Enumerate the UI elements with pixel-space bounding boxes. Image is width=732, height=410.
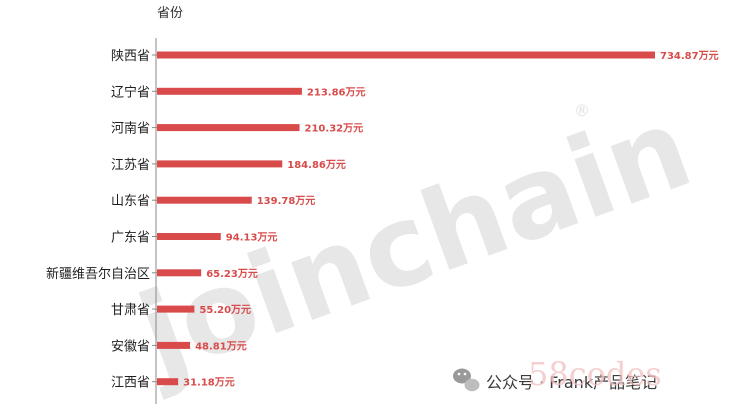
category-label: 新疆维吾尔自治区	[46, 266, 150, 282]
value-labels: 734.87万元 213.86万元 210.32万元 184.86万元 139.78万元…	[183, 50, 718, 389]
value-label: 48.81万元	[195, 340, 247, 352]
bar	[157, 341, 191, 349]
category-label: 河南省	[111, 121, 150, 137]
bar	[157, 378, 179, 386]
site-watermark: 58codes	[528, 355, 662, 393]
value-label: 213.86万元	[307, 86, 366, 98]
bar	[157, 269, 202, 277]
bar	[157, 233, 221, 240]
value-label: 55.20万元	[199, 304, 251, 316]
value-label: 94.13万元	[226, 232, 278, 244]
category-label: 安徽省	[111, 339, 150, 354]
category-label: 广东省	[111, 231, 150, 246]
bar	[157, 305, 195, 313]
bars-layer	[157, 51, 655, 386]
bar	[157, 196, 252, 204]
value-label: 184.86万元	[287, 159, 346, 171]
category-label: 江苏省	[111, 157, 150, 173]
account-watermark: 公众号 · Frank产品笔记	[453, 368, 657, 392]
category-label: 辽宁省	[111, 84, 150, 100]
bar	[157, 51, 655, 59]
category-label: 陕西省	[111, 49, 150, 64]
value-label: 139.78万元	[257, 195, 316, 207]
category-label: 江西省	[111, 376, 150, 391]
registered-mark-watermark: ®	[574, 101, 590, 120]
category-label: 甘肃省	[111, 303, 150, 318]
value-label: 65.23万元	[206, 268, 258, 280]
category-label: 山东省	[111, 194, 150, 209]
bar	[157, 124, 300, 132]
wechat-icon	[453, 368, 480, 392]
value-label: 31.18万元	[183, 377, 235, 389]
bar	[157, 87, 302, 95]
value-label: 210.32万元	[305, 123, 364, 135]
value-label: 734.87万元	[660, 50, 719, 62]
account-name-text: 公众号 · Frank产品笔记	[486, 373, 657, 392]
y-axis-title: 省份	[157, 6, 183, 21]
bar	[157, 160, 283, 168]
y-axis-ticks	[152, 54, 157, 383]
